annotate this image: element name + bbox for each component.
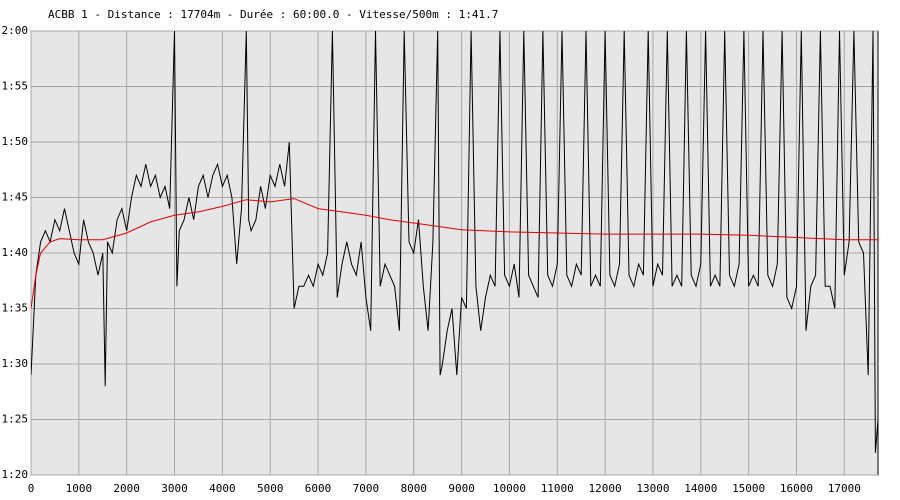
x-tick-label: 15000	[732, 482, 765, 495]
y-tick-label: 1:35	[2, 302, 29, 315]
x-tick-label: 16000	[780, 482, 813, 495]
series-line	[31, 198, 878, 309]
x-tick-label: 5000	[257, 482, 284, 495]
x-tick-label: 9000	[448, 482, 475, 495]
y-tick-label: 2:00	[2, 24, 29, 37]
x-tick-label: 3000	[161, 482, 188, 495]
x-tick-label: 1000	[66, 482, 93, 495]
y-tick-label: 1:45	[2, 191, 29, 204]
chart-title: ACBB 1 - Distance : 17704m - Durée : 60:…	[48, 8, 498, 21]
y-tick-label: 1:40	[2, 246, 29, 259]
x-tick-label: 2000	[113, 482, 140, 495]
x-tick-label: 17000	[828, 482, 861, 495]
x-tick-label: 7000	[353, 482, 380, 495]
y-tick-label: 1:50	[2, 135, 29, 148]
x-tick-label: 13000	[636, 482, 669, 495]
y-tick-label: 1:25	[2, 413, 29, 426]
y-tick-label: 1:55	[2, 80, 29, 93]
x-tick-label: 11000	[541, 482, 574, 495]
x-tick-label: 12000	[589, 482, 622, 495]
series-line	[31, 31, 878, 453]
x-tick-label: 4000	[209, 482, 236, 495]
x-tick-label: 10000	[493, 482, 526, 495]
y-tick-label: 1:30	[2, 357, 29, 370]
x-tick-label: 6000	[305, 482, 332, 495]
x-tick-label: 14000	[684, 482, 717, 495]
y-tick-label: 1:20	[2, 468, 29, 481]
x-tick-label: 0	[28, 482, 35, 495]
x-tick-label: 8000	[400, 482, 427, 495]
